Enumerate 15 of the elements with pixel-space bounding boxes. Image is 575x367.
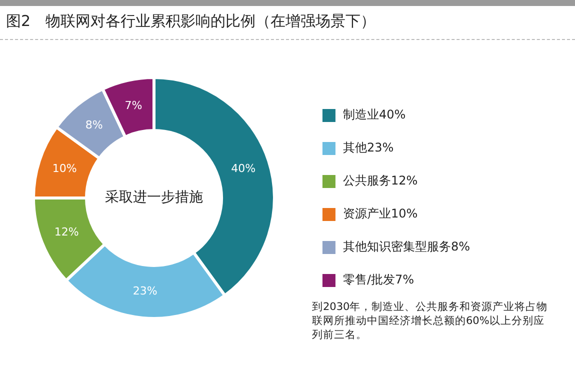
text: 到2030年，制造业、公共服务和资源产业将占物联网所推动中国经济增长总额的60%以上分别应列前三名。 bbox=[312, 300, 549, 342]
legend-label: 其他知识密集型服务8% bbox=[342, 240, 470, 254]
legend-label: 其他23% bbox=[342, 140, 394, 155]
legend-label: 制造业40% bbox=[342, 108, 406, 122]
data-label: 23% bbox=[132, 284, 158, 298]
data-label: 8% bbox=[85, 118, 103, 132]
legend-label: 资源产业10% bbox=[342, 206, 418, 221]
legend-label: 公共服务12% bbox=[342, 174, 418, 188]
data-label: 12% bbox=[54, 225, 79, 238]
text: 采取进一步措施 bbox=[104, 190, 203, 206]
chart-title: 图2 物联网对各行业累积影响的比例（在增强场景下） bbox=[0, 6, 575, 40]
data-label: 7% bbox=[124, 99, 142, 112]
legend-label: 零售/批发7% bbox=[342, 272, 414, 287]
data-label: 40% bbox=[231, 162, 256, 175]
data-label: 10% bbox=[52, 162, 77, 175]
